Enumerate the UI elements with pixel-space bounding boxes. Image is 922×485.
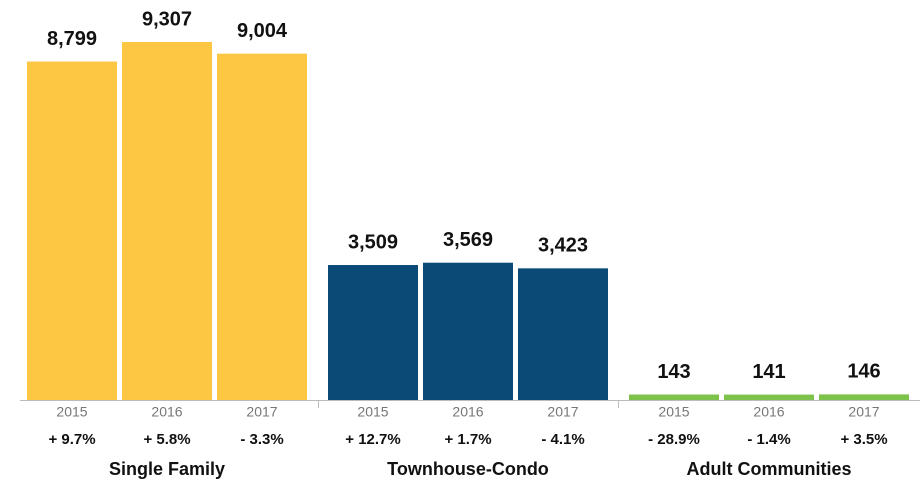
change-label: - 1.4% [747,431,790,448]
change-label: + 3.5% [840,431,887,448]
change-label: + 12.7% [345,431,400,448]
x-tick-label: 2015 [658,404,689,420]
bar [27,61,117,401]
x-tick-label: 2016 [151,404,182,420]
group-label: Single Family [109,459,225,479]
bar [724,394,814,400]
x-tick-label: 2015 [56,404,87,420]
change-label: - 4.1% [541,431,584,448]
x-tick-label: 2016 [452,404,483,420]
x-tick-label: 2017 [848,404,879,420]
bar [328,265,418,400]
value-label: 3,509 [348,231,398,253]
bar [423,262,513,400]
bar [819,394,909,400]
value-label: 143 [657,361,690,383]
x-tick-label: 2017 [246,404,277,420]
value-label: 9,004 [237,20,288,42]
value-label: 146 [847,361,880,383]
value-label: 3,423 [538,235,588,257]
x-tick-label: 2017 [547,404,578,420]
bar [518,268,608,400]
value-label: 9,307 [142,8,192,30]
group-label: Adult Communities [687,459,852,479]
change-label: + 9.7% [48,431,95,448]
value-label: 141 [752,361,785,383]
change-label: - 3.3% [240,431,283,448]
x-tick-label: 2015 [357,404,388,420]
value-label: 3,569 [443,229,493,251]
bar [629,394,719,400]
change-label: + 5.8% [143,431,190,448]
bar [217,53,307,401]
group-label: Townhouse-Condo [387,459,549,479]
bar [122,42,212,400]
value-label: 8,799 [47,28,97,50]
change-label: + 1.7% [444,431,491,448]
change-label: - 28.9% [648,431,700,448]
x-tick-label: 2016 [753,404,784,420]
